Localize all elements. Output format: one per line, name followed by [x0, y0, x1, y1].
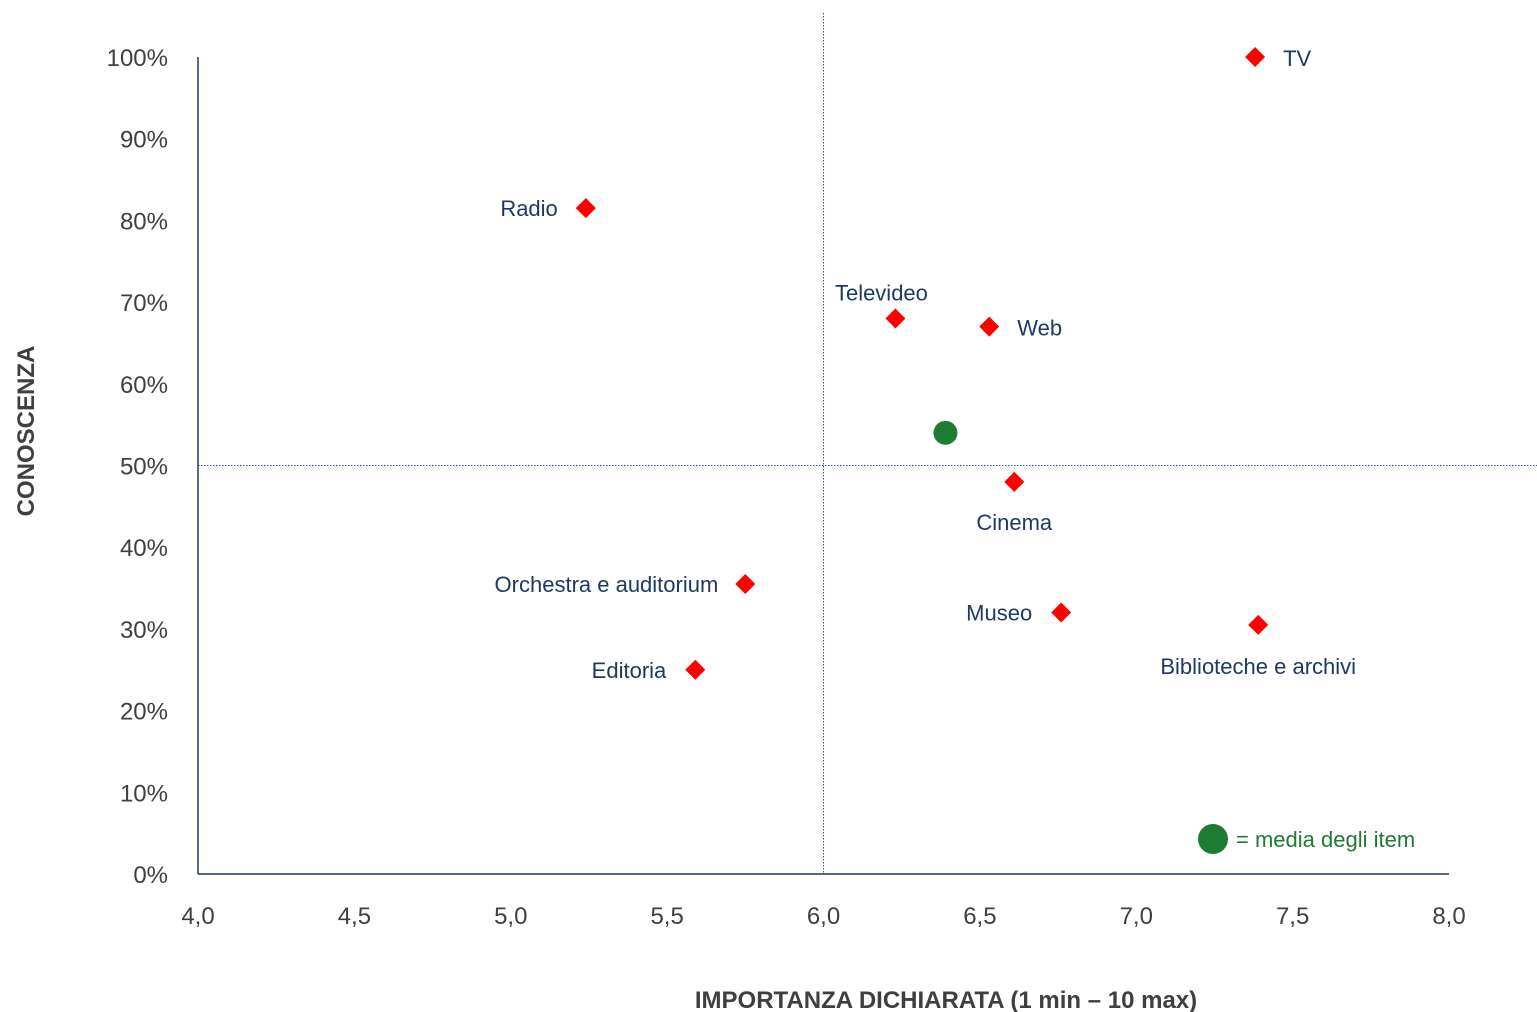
data-point-label: TV	[1283, 46, 1311, 71]
y-tick-label: 60%	[120, 372, 168, 399]
y-axis-title: CONOSCENZA	[13, 346, 40, 517]
data-point-marker	[1245, 47, 1266, 67]
data-point-label: Web	[1017, 316, 1062, 341]
y-tick-label: 70%	[120, 290, 168, 317]
data-point-label: Biblioteche e archivi	[1160, 654, 1356, 679]
y-tick-label: 40%	[120, 535, 168, 562]
data-points	[575, 47, 1269, 680]
x-tick-label: 5,0	[494, 903, 527, 930]
y-axis-ticks: 0% 10% 20% 30% 40% 50% 60% 70% 80% 90% 100%	[107, 45, 168, 889]
y-tick-label: 100%	[107, 45, 168, 72]
legend-text: = media degli item	[1236, 827, 1415, 852]
x-tick-label: 6,0	[807, 903, 840, 930]
data-point-marker	[885, 308, 906, 329]
legend: = media degli item	[1198, 824, 1415, 854]
y-tick-label: 90%	[120, 127, 168, 154]
data-point-marker	[979, 316, 1000, 337]
x-axis-title: IMPORTANZA DICHIARATA (1 min – 10 max)	[695, 987, 1197, 1012]
data-point-label: Orchestra e auditorium	[495, 572, 719, 597]
data-point-marker	[1004, 471, 1025, 492]
data-point-label: Museo	[966, 601, 1032, 626]
reference-lines	[198, 13, 1537, 874]
x-tick-label: 4,5	[338, 903, 371, 930]
x-tick-label: 5,5	[650, 903, 683, 930]
legend-marker	[1198, 824, 1228, 854]
x-tick-label: 7,0	[1120, 903, 1153, 930]
point-labels: TV Radio Televideo Web Cinema Orchestra e aud…	[495, 46, 1357, 683]
data-point-marker	[685, 659, 706, 680]
y-tick-label: 0%	[133, 862, 168, 889]
data-point-label: Editoria	[592, 658, 667, 683]
data-point-marker	[1248, 614, 1269, 635]
data-point-marker	[575, 198, 596, 219]
y-tick-label: 30%	[120, 617, 168, 644]
x-tick-label: 8,0	[1432, 903, 1465, 930]
y-tick-label: 10%	[120, 780, 168, 807]
data-point-marker	[1051, 602, 1072, 623]
mean-point-marker	[933, 420, 958, 445]
x-axis-ticks: 4,0 4,5 5,0 5,5 6,0 6,5 7,0 7,5 8,0	[181, 903, 1465, 930]
x-tick-label: 7,5	[1276, 903, 1309, 930]
data-point-label: Cinema	[976, 510, 1053, 535]
x-tick-label: 4,0	[181, 903, 214, 930]
data-point-label: Televideo	[835, 280, 928, 305]
y-tick-label: 50%	[120, 454, 168, 481]
data-point-label: Radio	[500, 196, 557, 221]
axes	[197, 57, 1449, 875]
x-tick-label: 6,5	[963, 903, 996, 930]
y-tick-label: 80%	[120, 208, 168, 235]
data-point-marker	[735, 573, 756, 594]
y-tick-label: 20%	[120, 699, 168, 726]
